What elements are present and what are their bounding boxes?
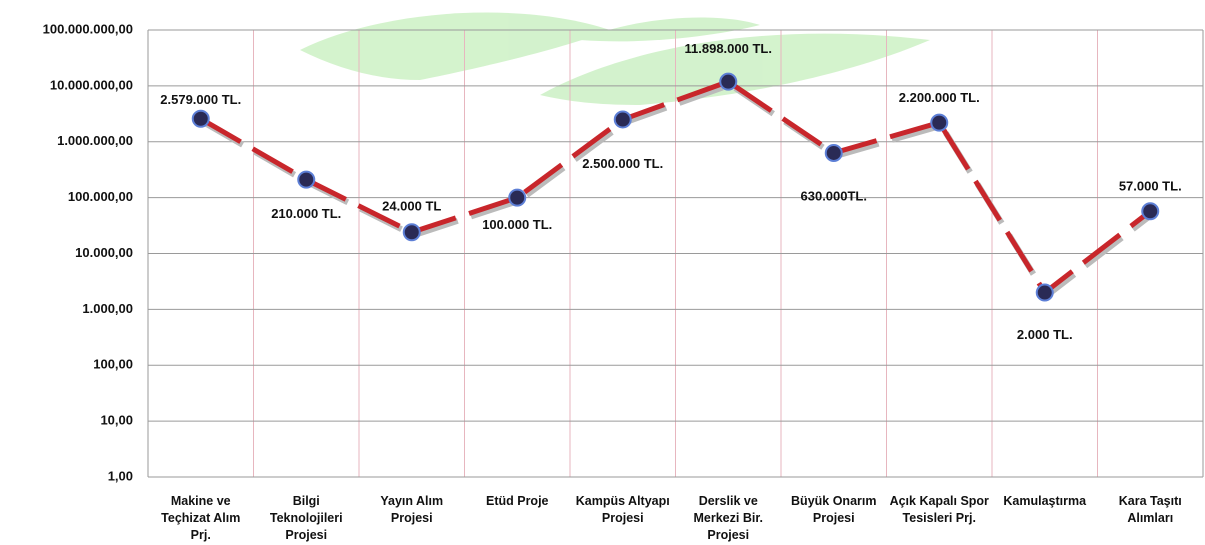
- data-label: 210.000 TL.: [271, 206, 341, 221]
- data-label: 2.200.000 TL.: [899, 90, 980, 105]
- point-marker: [298, 172, 314, 188]
- x-tick-label: Büyük Onarım Projesi: [784, 493, 884, 527]
- data-label: 2.500.000 TL.: [582, 156, 663, 171]
- x-tick-label: Açık Kapalı Spor Tesisleri Prj.: [889, 493, 989, 527]
- x-tick-label: Makine ve Teçhizat Alım Prj.: [151, 493, 251, 544]
- point-marker: [193, 111, 209, 127]
- y-tick-label: 1.000.000,00: [57, 133, 133, 148]
- x-tick-label: Derslik ve Merkezi Bir. Projesi: [678, 493, 778, 544]
- x-tick-label: Etüd Proje: [467, 493, 567, 510]
- data-label: 57.000 TL.: [1119, 179, 1182, 194]
- data-label: 24.000 TL: [382, 199, 441, 214]
- data-label: 2.000 TL.: [1017, 327, 1073, 342]
- data-label: 11.898.000 TL.: [685, 41, 772, 56]
- point-marker: [1037, 285, 1053, 301]
- point-marker: [826, 145, 842, 161]
- y-tick-label: 10.000.000,00: [50, 77, 133, 92]
- y-tick-label: 1,00: [108, 468, 133, 483]
- y-tick-label: 100.000,00: [68, 189, 133, 204]
- y-tick-label: 100.000.000,00: [43, 21, 133, 36]
- chart-svg: 1,00 10,00 100,00 1.000,00 10.000,00 100.000,…: [0, 0, 1205, 545]
- x-tick-label: Kamulaştırma: [995, 493, 1095, 510]
- x-tick-label: Yayın Alım Projesi: [362, 493, 462, 527]
- x-tick-label: Kampüs Altyapı Projesi: [573, 493, 673, 527]
- point-marker: [931, 115, 947, 131]
- y-tick-label: 10,00: [100, 413, 133, 428]
- point-marker: [404, 224, 420, 240]
- x-tick-label: Bilgi Teknolojileri Projesi: [256, 493, 356, 544]
- data-label: 630.000TL.: [801, 188, 868, 203]
- data-label: 2.579.000 TL.: [160, 92, 241, 107]
- background-leaves: [300, 13, 930, 105]
- y-tick-label: 10.000,00: [75, 245, 133, 260]
- point-marker: [509, 190, 525, 206]
- line-shadow: [203, 85, 1153, 296]
- point-marker: [720, 74, 736, 90]
- x-tick-label: Kara Taşıtı Alımları: [1100, 493, 1200, 527]
- point-marker: [615, 112, 631, 128]
- y-tick-label: 100,00: [93, 357, 133, 372]
- point-marker: [1142, 203, 1158, 219]
- data-label: 100.000 TL.: [482, 217, 552, 232]
- chart: 1,00 10,00 100,00 1.000,00 10.000,00 100.000,…: [0, 0, 1205, 545]
- y-tick-label: 1.000,00: [82, 301, 133, 316]
